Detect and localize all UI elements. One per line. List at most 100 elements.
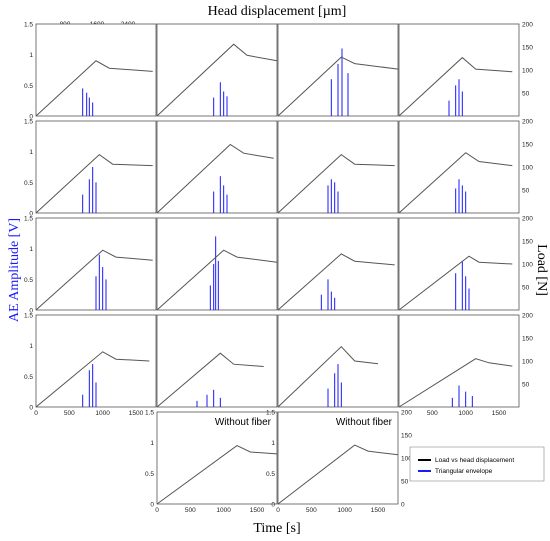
x-axis-label: Time [s] [253, 521, 300, 536]
load-curve [277, 345, 379, 408]
x-tick: 1500 [250, 507, 265, 514]
panel-frame [156, 411, 278, 505]
y-right-tick: 50 [522, 188, 530, 195]
panel-12: 50 100 150 200 [398, 216, 533, 311]
x-tick: 1500 [492, 410, 507, 417]
y-left-tick: 1.5 [24, 216, 33, 223]
panel-15 [277, 314, 399, 408]
x-tick: 500 [427, 410, 438, 417]
panel-10 [156, 217, 278, 311]
load-curve [277, 444, 399, 505]
load-curve [277, 56, 399, 117]
load-curve [35, 249, 153, 311]
y-right-tick: 200 [522, 216, 533, 223]
panel-6 [156, 120, 278, 214]
load-curve [35, 60, 153, 117]
y-left-label: AE Amplitude [V] [7, 218, 22, 322]
load-curve [398, 358, 513, 408]
load-curve [277, 253, 395, 311]
y-right-tick: 200 [522, 313, 533, 320]
load-curve [35, 351, 150, 408]
figure-title: Head displacement [µm] [208, 4, 347, 19]
load-curve [156, 445, 278, 505]
panel-2 [156, 23, 278, 117]
panel-11 [277, 217, 399, 311]
load-curve [277, 153, 395, 214]
panel-annotation: Without fiber [215, 417, 272, 428]
y-left-tick: 0 [29, 211, 33, 218]
y-left-tick: 1 [29, 149, 33, 156]
x-tick: 1500 [371, 507, 386, 514]
y-right-tick: 150 [522, 142, 533, 149]
panel-5: 0 0.5 1 1.5 [24, 119, 157, 218]
x-tick: 1000 [458, 410, 473, 417]
y-right-tick: 100 [522, 359, 533, 366]
y-left-tick: 0 [29, 308, 33, 315]
y-left-tick: 0.5 [24, 374, 33, 381]
y-left-tick: 1.5 [24, 119, 33, 126]
y-left-tick: 0.5 [145, 471, 154, 478]
y-right-label: Load [N] [534, 244, 549, 296]
y-left-tick: 1.5 [24, 313, 33, 320]
load-curve [398, 56, 513, 117]
x-tick: 1000 [95, 410, 110, 417]
panel-grid: 00.511.55010015020000.511.55010015020000… [24, 22, 533, 515]
y-left-tick: 1 [271, 440, 275, 447]
load-curve [398, 255, 513, 311]
legend-box [409, 446, 545, 482]
panel-frame [156, 217, 278, 311]
y-right-tick: 150 [522, 239, 533, 246]
x-tick: 500 [64, 410, 75, 417]
y-right-tick: 100 [522, 262, 533, 269]
y-right-tick: 150 [401, 433, 412, 440]
y-right-tick: 200 [522, 119, 533, 126]
panel-7 [277, 120, 399, 214]
y-right-tick: 100 [522, 165, 533, 172]
y-right-tick: 150 [522, 336, 533, 343]
y-right-tick: 150 [522, 45, 533, 52]
y-right-tick: 200 [522, 22, 533, 29]
y-right-tick: 0 [401, 502, 405, 509]
y-left-tick: 0.5 [266, 471, 275, 478]
panel-frame [156, 23, 278, 117]
x-tick: 1500 [129, 410, 144, 417]
load-curve [156, 143, 274, 214]
load-curve [156, 352, 264, 408]
y-right-tick: 100 [522, 68, 533, 75]
load-curve [156, 249, 278, 311]
x-tick: 500 [185, 507, 196, 514]
panel-frame [156, 314, 278, 408]
y-left-tick: 0.5 [24, 83, 33, 90]
y-right-tick: 100 [401, 456, 412, 463]
y-right-tick: 50 [522, 285, 530, 292]
panel-13: 0 0.5 1 1.5 0 500 1000 1500 [24, 313, 157, 417]
legend: Load vs head displacement Triangular env… [409, 446, 545, 482]
y-right-tick: 50 [401, 479, 409, 486]
x-tick: 1000 [337, 507, 352, 514]
load-curve [35, 153, 153, 214]
panel-frame [156, 120, 278, 214]
panel-frame [277, 217, 399, 311]
load-curve [398, 152, 513, 214]
x-tick: 0 [155, 507, 159, 514]
panel-1: 0 0.5 1 1.5 [24, 22, 157, 121]
y-left-tick: 1 [29, 246, 33, 253]
panel-14 [156, 314, 278, 408]
panel-8: 50 100 150 200 [398, 119, 533, 214]
y-left-tick: 1.5 [266, 410, 275, 417]
y-left-tick: 1 [150, 440, 154, 447]
y-left-tick: 0 [150, 502, 154, 509]
x-tick: 500 [306, 507, 317, 514]
y-left-tick: 0 [29, 405, 33, 412]
panel-4: 50 100 150 200 [398, 22, 533, 117]
y-left-tick: 0.5 [24, 277, 33, 284]
y-left-tick: 1 [29, 52, 33, 59]
panel-annotation: Without fiber [336, 417, 393, 428]
panel-17: 0 0.5 1 1.5 0 500 1000 1500 Without fiber [145, 410, 278, 514]
y-left-tick: 1 [29, 343, 33, 350]
y-right-tick: 50 [522, 91, 530, 98]
y-left-tick: 0 [271, 502, 275, 509]
x-tick: 0 [34, 410, 38, 417]
